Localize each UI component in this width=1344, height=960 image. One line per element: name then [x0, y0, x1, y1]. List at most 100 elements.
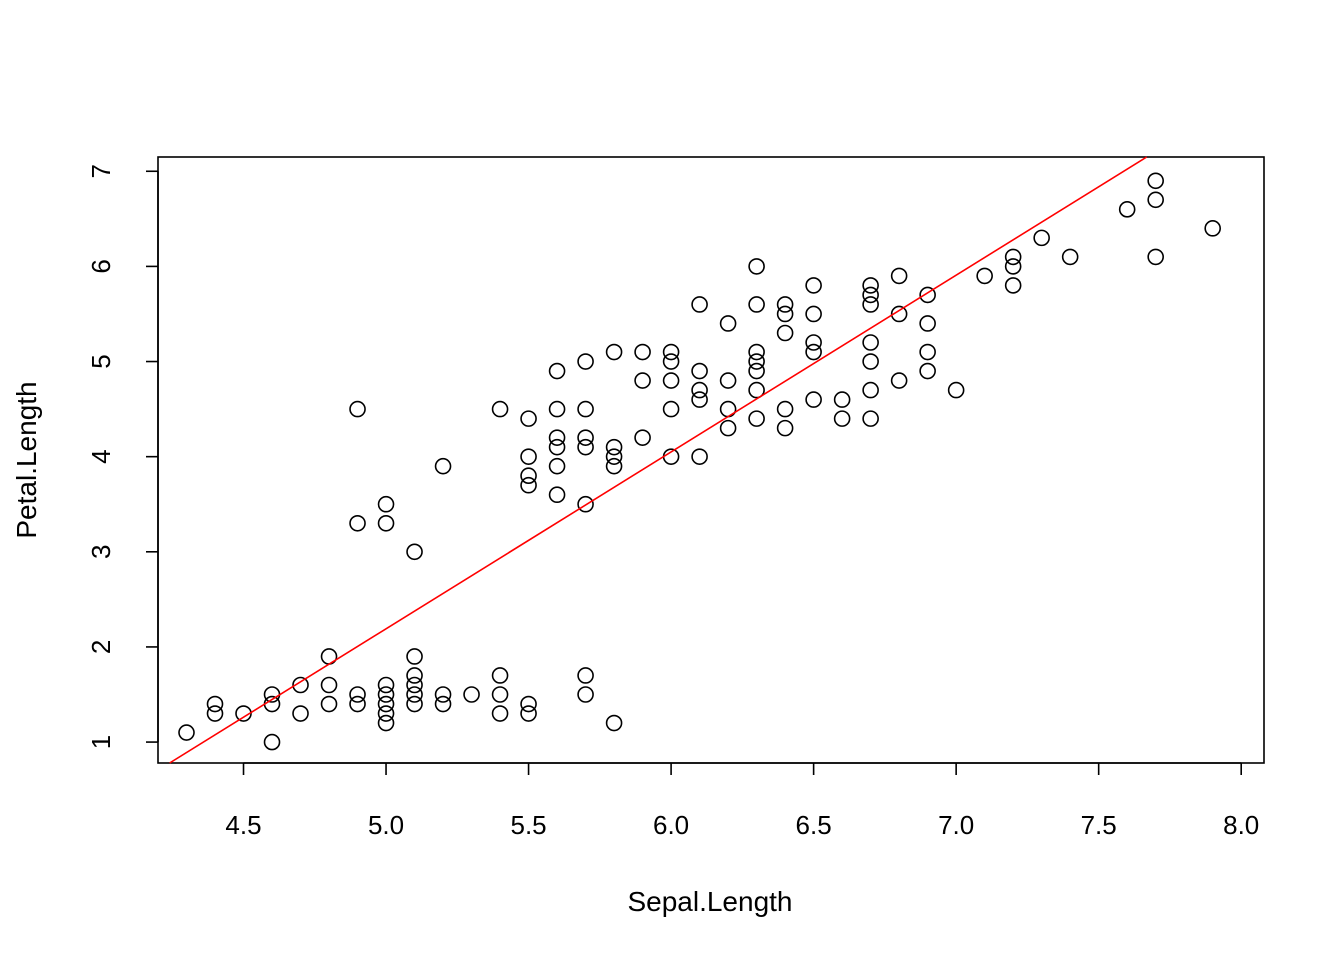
x-axis-title: Sepal.Length [627, 886, 792, 917]
x-tick-label: 7.0 [938, 810, 974, 840]
data-point [491, 705, 509, 722]
data-point [748, 353, 765, 370]
data-point [719, 419, 737, 437]
data-point [434, 695, 452, 713]
data-point [662, 343, 680, 361]
data-point [719, 372, 737, 389]
data-point [719, 315, 737, 332]
data-point [548, 362, 566, 380]
x-tick-label: 8.0 [1223, 810, 1259, 840]
data-point [691, 296, 708, 313]
data-point [919, 315, 936, 332]
data-point [178, 724, 195, 741]
data-point [548, 429, 566, 446]
data-point [976, 267, 993, 285]
data-points [178, 172, 1221, 751]
data-point [520, 476, 537, 494]
data-point [349, 400, 366, 418]
data-point [235, 705, 252, 722]
data-point [377, 686, 395, 703]
data-point [577, 495, 594, 513]
data-point [947, 381, 965, 399]
data-point [776, 400, 794, 418]
data-point [349, 695, 366, 713]
data-point [349, 686, 366, 703]
data-point [890, 305, 908, 323]
data-point [691, 381, 708, 399]
data-point [377, 514, 395, 532]
x-tick-label: 5.5 [510, 810, 546, 840]
data-point [919, 343, 936, 361]
data-point [919, 286, 936, 304]
data-point [1147, 191, 1164, 209]
data-point [748, 410, 765, 427]
y-tick-label: 3 [86, 545, 116, 559]
data-point [748, 362, 765, 380]
plot-frame [157, 156, 1265, 764]
data-point [577, 686, 594, 703]
data-point [662, 372, 680, 389]
data-point [776, 305, 794, 323]
data-point [1147, 248, 1164, 266]
data-point [833, 391, 851, 408]
y-axis: 1 2 3 4 5 6 7 [86, 164, 159, 749]
data-point [605, 457, 623, 475]
data-point [662, 353, 680, 370]
data-point [520, 705, 537, 722]
data-point [406, 695, 423, 713]
data-point [377, 705, 395, 722]
data-point [577, 438, 594, 456]
data-point [776, 296, 794, 313]
data-point [748, 296, 765, 313]
data-point [320, 695, 338, 713]
y-tick-label: 1 [86, 735, 116, 749]
data-point [805, 305, 822, 323]
data-point [719, 400, 737, 418]
data-point [862, 296, 879, 313]
data-point [691, 448, 708, 465]
data-point [862, 381, 879, 399]
data-point [406, 667, 423, 684]
x-tick-label: 6.5 [796, 810, 832, 840]
data-point [463, 686, 480, 703]
data-point [1004, 248, 1022, 266]
data-point [605, 438, 623, 456]
data-point [805, 343, 822, 361]
regression-line-group [169, 156, 1148, 764]
data-point [520, 695, 537, 713]
data-point [406, 648, 423, 665]
y-axis-title: Petal.Length [11, 381, 42, 538]
data-point [862, 410, 879, 427]
data-point [691, 362, 708, 380]
data-point [1204, 220, 1221, 237]
data-point [206, 695, 224, 713]
data-point [263, 733, 281, 751]
data-point [548, 486, 566, 504]
data-point [691, 391, 708, 408]
data-point [634, 429, 651, 446]
data-point [776, 324, 794, 342]
data-point [862, 334, 879, 351]
data-point [634, 372, 651, 389]
data-point [1147, 172, 1164, 190]
data-point [548, 438, 566, 456]
data-point [434, 686, 452, 703]
data-point [833, 410, 851, 427]
data-point [890, 372, 908, 389]
data-point [548, 400, 566, 418]
data-point [1004, 277, 1022, 294]
data-point [577, 429, 594, 446]
data-point [662, 400, 680, 418]
y-tick-label: 2 [86, 640, 116, 654]
y-tick-label: 6 [86, 259, 116, 273]
data-point [406, 686, 423, 703]
data-point [605, 714, 623, 732]
y-tick-label: 7 [86, 164, 116, 178]
data-point [377, 495, 395, 513]
data-point [377, 714, 395, 732]
data-point [862, 277, 879, 294]
data-point [805, 391, 822, 408]
data-point [292, 705, 309, 722]
y-tick-label: 4 [86, 449, 116, 463]
